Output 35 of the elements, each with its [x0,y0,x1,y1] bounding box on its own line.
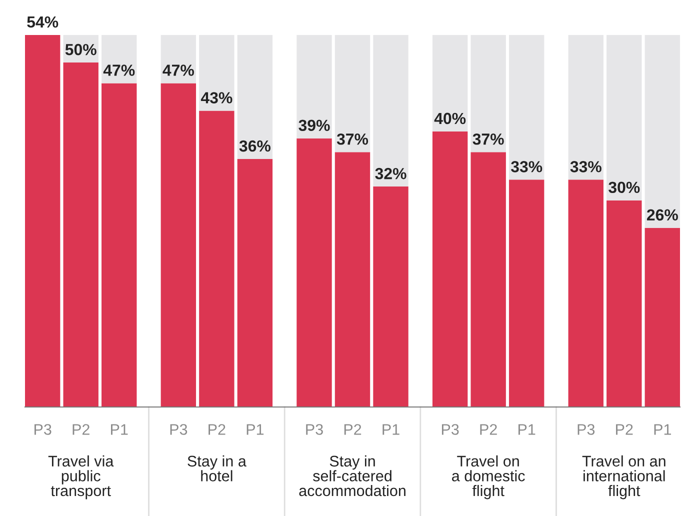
x-tick-label: P2 [480,424,497,435]
x-tick-label: P2 [616,424,633,435]
x-tick-label: P3 [34,424,52,435]
x-tick-label: P1 [382,424,400,435]
data-label: 54% [27,16,58,28]
x-tick-label: P3 [306,424,323,435]
data-label: 36% [239,140,270,152]
x-tick-label: P2 [208,424,226,435]
x-tick-label: P1 [111,424,128,435]
data-label: 47% [103,64,135,76]
data-label: 30% [608,182,640,194]
x-tick-label: P1 [654,424,671,435]
x-tick-label: P1 [246,424,264,435]
data-label: 33% [570,161,602,172]
x-tick-label: P1 [518,424,536,435]
data-label: 50% [65,44,96,56]
data-label: 32% [375,168,406,180]
data-label: 40% [434,112,466,124]
text: Travel on a domestic flight [452,455,525,500]
x-tick-label: P3 [578,424,595,435]
text: Travel on an international flight [582,455,666,500]
text: Travel via public transport [48,455,114,500]
x-tick-label: P3 [170,424,188,435]
text: Stay in a hotel [188,455,246,482]
data-label: 47% [162,64,194,76]
data-label: 37% [336,133,368,145]
x-tick-label: P2 [344,424,362,435]
data-label: 26% [646,209,678,221]
data-label: 43% [200,92,232,104]
text: Stay in self-catered accommodation [299,455,406,496]
data-label: 33% [510,161,542,172]
data-label: 37% [472,133,504,145]
data-label: 39% [298,120,330,132]
x-tick-label: P3 [442,424,459,435]
x-tick-label: P2 [72,424,90,435]
